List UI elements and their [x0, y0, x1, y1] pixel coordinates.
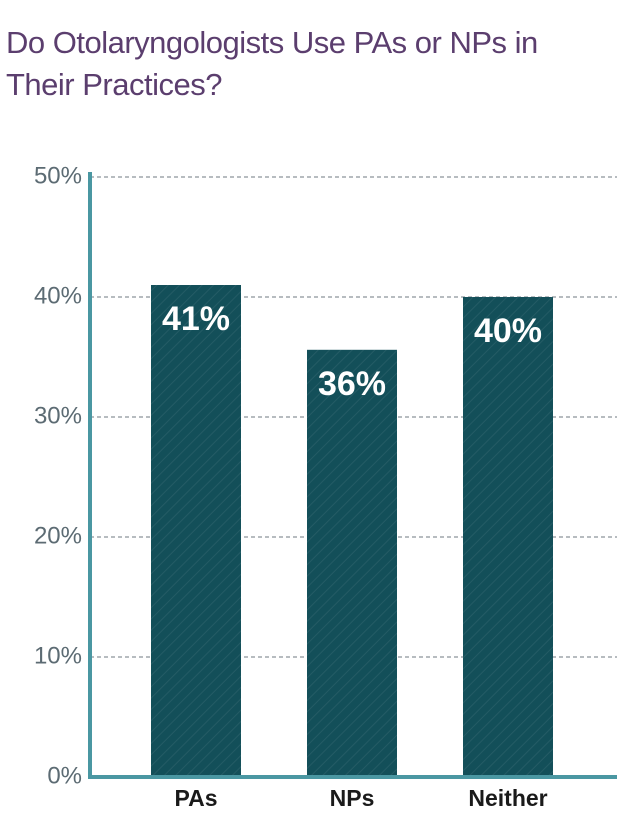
x-tick-label: Neither: [468, 785, 547, 811]
x-tick-label: NPs: [330, 785, 375, 811]
value-label: 41%: [162, 300, 230, 338]
bar-hatch: [307, 349, 397, 777]
y-tick-label: 0%: [47, 762, 82, 789]
y-tick-label: 50%: [34, 162, 82, 189]
bar-hatch: [463, 297, 553, 777]
value-label: 40%: [474, 312, 542, 350]
y-tick-label: 10%: [34, 642, 82, 669]
y-tick-label: 30%: [34, 402, 82, 429]
chart-title: Do Otolaryngologists Use PAs or NPs in T…: [6, 25, 538, 102]
value-label: 36%: [318, 365, 386, 403]
y-tick-label: 40%: [34, 282, 82, 309]
y-tick-label: 20%: [34, 522, 82, 549]
x-tick-label: PAs: [174, 785, 217, 811]
bar-hatch: [151, 285, 241, 777]
